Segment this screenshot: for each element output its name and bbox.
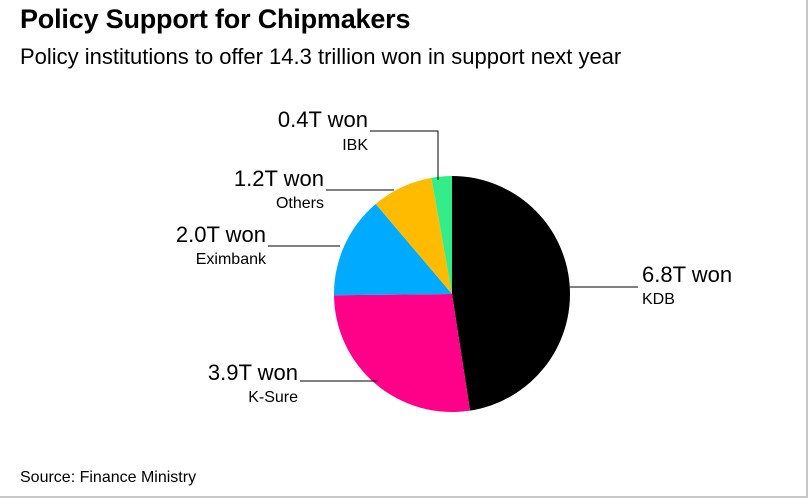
name-label-eximbank: Eximbank [196, 251, 267, 268]
name-label-kdb: KDB [642, 291, 675, 308]
pie-slice-ibk [431, 176, 452, 294]
value-label-k-sure: 3.9T won [208, 360, 298, 385]
name-label-k-sure: K-Sure [248, 389, 298, 406]
pie-slice-k-sure [334, 294, 471, 412]
leader-line-ibk [370, 130, 439, 180]
pie-slice-eximbank [334, 203, 452, 296]
value-label-kdb: 6.8T won [642, 262, 732, 287]
pie-slice-kdb [452, 176, 570, 411]
chart-title: Policy Support for Chipmakers [20, 4, 411, 34]
value-label-others: 1.2T won [234, 166, 324, 191]
pie-slice-others [375, 177, 452, 294]
value-label-ibk: 0.4T won [278, 107, 368, 132]
chart-subtitle: Policy institutions to offer 14.3 trilli… [20, 44, 622, 69]
name-label-ibk: IBK [342, 137, 368, 154]
value-label-eximbank: 2.0T won [176, 222, 266, 247]
source-note: Source: Finance Ministry [20, 469, 197, 486]
name-label-others: Others [276, 195, 324, 212]
